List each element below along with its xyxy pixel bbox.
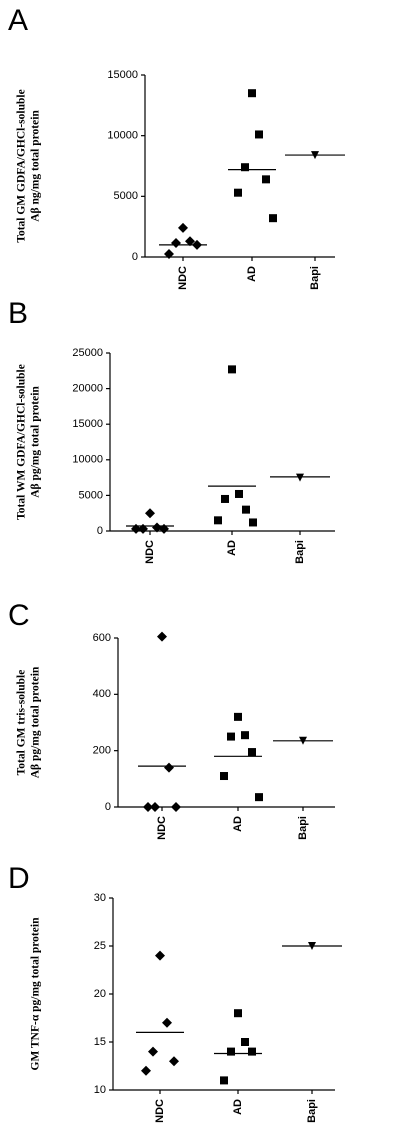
x-tick-label: NDC <box>156 816 168 840</box>
panel-label: C <box>8 599 30 632</box>
diamond-point <box>171 802 181 812</box>
square-point <box>235 489 243 498</box>
y-tick-label: 30 <box>94 892 106 904</box>
y-tick-label: 15 <box>94 1036 106 1048</box>
square-point <box>269 214 277 223</box>
y-tick-label: 0 <box>132 251 138 263</box>
triangle-point <box>311 151 319 160</box>
diamond-point <box>162 1017 172 1028</box>
square-point <box>234 188 242 197</box>
diamond-point <box>131 523 141 534</box>
square-point <box>255 793 263 802</box>
square-point <box>248 89 256 98</box>
y-axis-label: Total GM GDFA/GHCl-soluble <box>16 89 28 242</box>
x-tick-label: NDC <box>154 1099 166 1123</box>
diamond-point <box>150 802 160 812</box>
diamond-point <box>171 238 181 249</box>
y-axis-label: Total GM tris-soluble <box>16 670 28 776</box>
diamond-point <box>155 950 165 961</box>
x-tick-label: Bapi <box>306 1099 318 1123</box>
triangle-point <box>308 942 316 950</box>
x-tick-label: Bapi <box>294 540 306 564</box>
y-tick-label: 400 <box>93 688 111 700</box>
y-tick-label: 20000 <box>72 383 103 395</box>
square-point <box>241 1038 249 1046</box>
square-point <box>227 1047 235 1056</box>
diamond-point <box>145 508 155 519</box>
y-tick-label: 15000 <box>72 418 103 430</box>
square-point <box>241 731 249 740</box>
y-tick-label: 0 <box>97 525 103 537</box>
x-tick-label: Bapi <box>297 816 309 840</box>
x-tick-label: AD <box>246 266 258 282</box>
diamond-point <box>164 248 174 259</box>
y-tick-label: 0 <box>105 801 111 813</box>
diamond-point <box>141 1065 151 1076</box>
square-point <box>249 518 257 527</box>
square-point <box>262 175 270 184</box>
x-tick-label: AD <box>232 816 244 832</box>
y-tick-label: 20 <box>94 988 106 1000</box>
y-axis-label: Aβ ng/mg total protein <box>30 110 42 222</box>
diamond-point <box>138 523 148 534</box>
y-tick-label: 10 <box>94 1084 106 1096</box>
x-tick-label: AD <box>232 1099 244 1115</box>
square-point <box>234 712 242 721</box>
diamond-point <box>159 523 169 534</box>
square-point <box>248 1047 256 1056</box>
square-point <box>227 732 235 741</box>
y-axis-label: Total WM GDFA/GHCl-soluble <box>16 364 28 520</box>
diamond-point <box>178 222 188 233</box>
y-tick-label: 25 <box>94 940 106 952</box>
square-point <box>248 748 256 757</box>
square-point <box>242 505 250 514</box>
diamond-point <box>148 1046 158 1057</box>
diamond-point <box>157 631 167 642</box>
x-tick-label: NDC <box>144 540 156 564</box>
y-tick-label: 15000 <box>107 69 138 81</box>
square-point <box>220 1076 228 1085</box>
y-tick-label: 200 <box>93 745 111 757</box>
y-tick-label: 5000 <box>114 190 138 202</box>
square-point <box>220 772 228 781</box>
diamond-point <box>192 239 202 250</box>
square-point <box>228 365 236 374</box>
square-point <box>234 1009 242 1018</box>
panel-label: B <box>8 297 28 330</box>
y-tick-label: 600 <box>93 632 111 644</box>
y-axis-label: GM TNF-α pg/mg total protein <box>30 917 42 1071</box>
square-point <box>221 494 229 503</box>
diamond-point <box>143 802 153 812</box>
square-point <box>255 130 263 139</box>
triangle-point <box>296 473 304 482</box>
panel-label: D <box>8 862 30 895</box>
y-axis-label: Aβ pg/mg total protein <box>30 386 42 498</box>
square-point <box>241 163 249 172</box>
diamond-point <box>169 1056 179 1067</box>
diamond-point <box>185 236 195 247</box>
square-point <box>214 516 222 525</box>
y-tick-label: 5000 <box>79 489 103 501</box>
x-tick-label: NDC <box>177 266 189 290</box>
diamond-point <box>164 762 174 773</box>
x-tick-label: Bapi <box>309 266 321 290</box>
y-tick-label: 10000 <box>107 130 138 142</box>
triangle-point <box>299 736 307 745</box>
y-tick-label: 25000 <box>72 347 103 359</box>
y-axis-label: Aβ pg/mg total protein <box>30 666 42 778</box>
x-tick-label: AD <box>226 540 238 556</box>
diamond-point <box>152 522 162 533</box>
panel-label: A <box>8 4 28 37</box>
y-tick-label: 10000 <box>72 454 103 466</box>
